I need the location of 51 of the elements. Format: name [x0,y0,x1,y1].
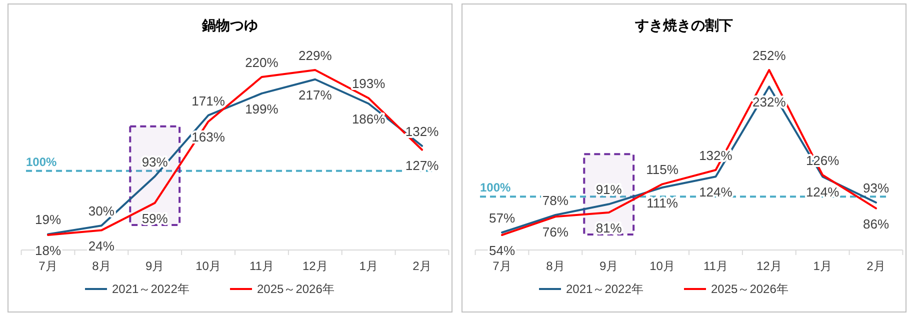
data-label: 93% [862,180,890,196]
data-label: 186% [352,112,386,127]
x-tick-label: 9月 [146,259,164,273]
legend-label: 2021～2022年 [566,282,644,296]
x-tick-label: 12月 [302,259,328,273]
data-label: 18% [34,243,62,258]
x-tick-label: 8月 [92,259,111,273]
data-label: 76% [542,224,569,240]
x-tick-label: 12月 [756,259,782,273]
data-label: 91% [596,182,622,198]
legend-label: 2025～2026年 [257,282,334,296]
data-label: 199% [245,101,279,116]
legend-label: 2021～2022年 [112,282,190,296]
data-label: 30% [88,204,115,219]
x-tick-label: 10月 [196,259,221,273]
x-tick-label: 2月 [866,259,886,273]
x-tick-label: 1月 [813,259,832,273]
x-tick-label: 11月 [703,259,728,273]
data-label: 217% [298,87,332,102]
x-tick-label: 11月 [249,259,274,273]
data-label: 86% [862,216,890,232]
chart-title: 鍋物つゆ [201,17,258,33]
data-label: 111% [646,196,678,210]
data-label: 78% [542,193,569,208]
data-label: 124% [806,184,840,200]
x-tick-label: 8月 [546,259,565,273]
data-label: 93% [142,154,168,170]
data-label: 171% [192,93,226,108]
data-label: 229% [298,48,332,63]
data-label: 54% [488,243,516,258]
chart-title: すき焼きの割下 [634,17,733,33]
data-label: 132% [405,124,440,139]
x-tick-label: 9月 [600,259,618,273]
data-label: 127% [405,158,440,173]
ref-line-label: 100% [480,180,512,195]
data-label: 59% [142,210,168,226]
data-label: 81% [596,220,622,236]
x-tick-label: 10月 [650,259,675,273]
x-tick-label: 2月 [412,259,432,273]
x-tick-label: 7月 [492,259,512,273]
data-label: 57% [488,210,516,226]
data-label: 19% [34,212,62,228]
data-label: 24% [88,238,115,254]
data-label: 115% [646,162,679,178]
data-label: 193% [352,76,386,92]
x-tick-label: 1月 [359,259,378,273]
legend-label: 2025～2026年 [711,282,788,296]
data-label: 252% [752,48,786,63]
ref-line-label: 100% [26,154,58,169]
data-label: 220% [245,55,279,70]
x-tick-label: 7月 [38,259,58,273]
